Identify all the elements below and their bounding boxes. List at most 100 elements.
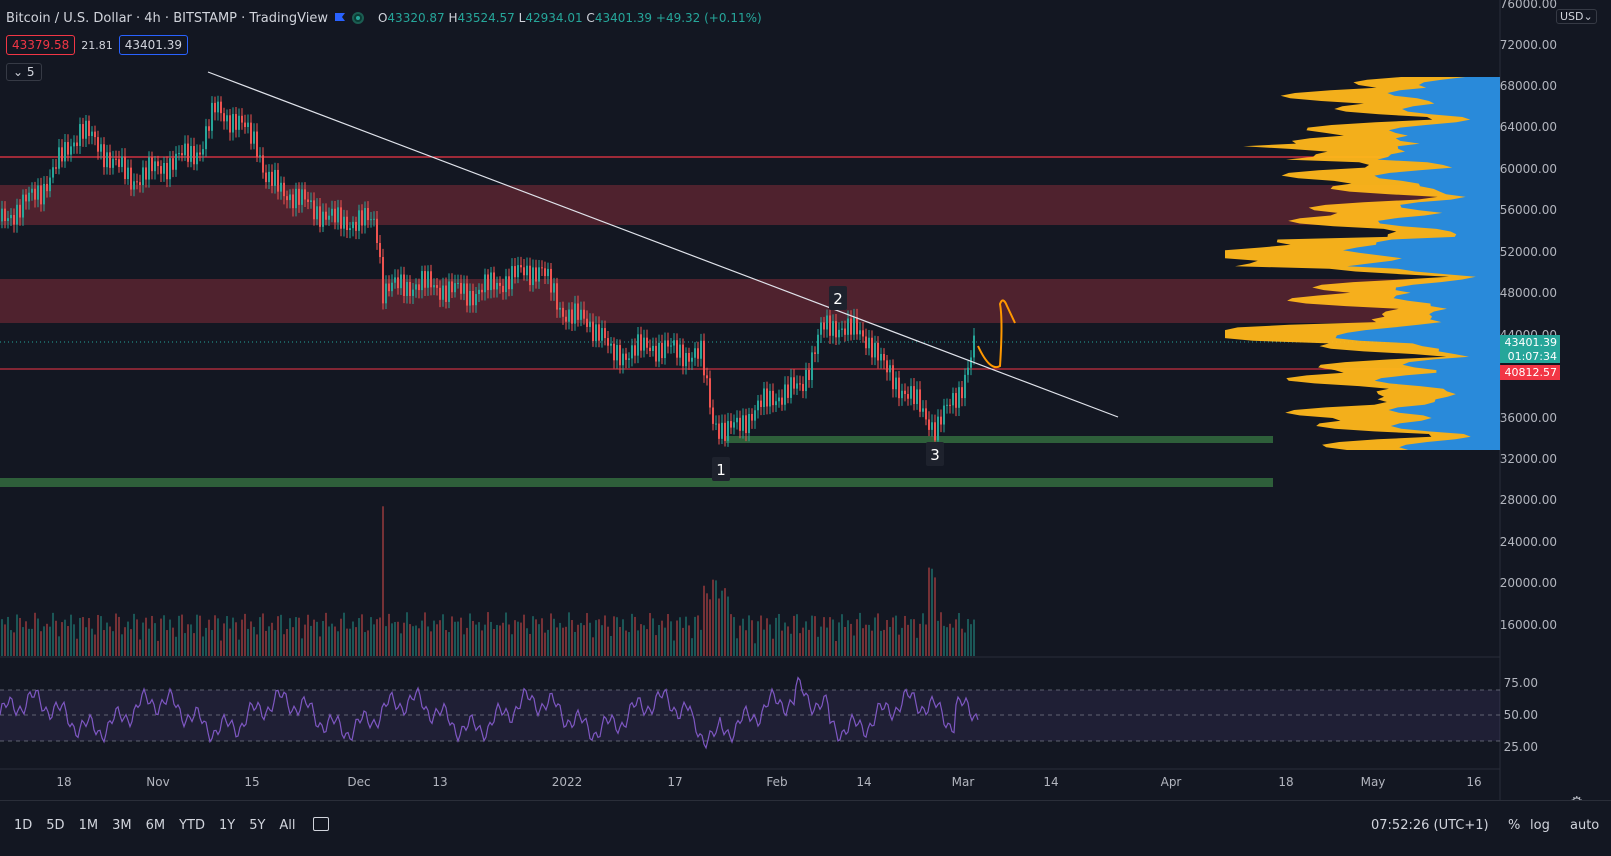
timeframe-button-5y[interactable]: 5Y	[249, 818, 266, 833]
candle	[172, 158, 174, 170]
projection-path[interactable]	[977, 299, 1016, 368]
currency-selector[interactable]: USD⌄	[1556, 9, 1597, 24]
volume-bar	[385, 626, 387, 656]
candle	[712, 407, 714, 424]
volume-bar	[670, 621, 672, 656]
timeframe-button-ytd[interactable]: YTD	[179, 818, 205, 833]
candle	[808, 369, 810, 381]
timeframe-button-5d[interactable]: 5D	[46, 818, 65, 833]
spread-value: 21.81	[81, 38, 113, 52]
candle	[787, 384, 789, 398]
candle	[694, 348, 696, 358]
current-price-badge	[1500, 335, 1560, 363]
time-axis-label: 15	[244, 775, 259, 789]
candle	[634, 345, 636, 356]
volume-bar	[190, 624, 192, 656]
volume-bar	[622, 619, 624, 656]
volume-bar	[802, 627, 804, 656]
candle	[961, 387, 963, 399]
volume-bar	[394, 621, 396, 656]
candle	[748, 413, 750, 434]
symbol-title[interactable]: Bitcoin / U.S. Dollar · 4h · BITSTAMP · …	[6, 10, 328, 26]
volume-bar	[376, 619, 378, 656]
volume-bar	[601, 625, 603, 656]
candle	[217, 101, 219, 113]
auto-toggle[interactable]: auto	[1570, 818, 1600, 833]
volume-bar	[34, 612, 36, 656]
countdown-label: 01:07:34	[1508, 350, 1557, 363]
candle	[538, 267, 540, 282]
candle	[586, 318, 588, 327]
candle	[628, 358, 630, 360]
candle	[175, 153, 177, 170]
candle	[94, 131, 96, 138]
candle	[211, 102, 213, 131]
volume-bar	[409, 624, 411, 656]
indicators-toggle-button[interactable]: ⌄ 5	[6, 63, 42, 81]
volume-bar	[661, 620, 663, 656]
timeframe-button-1d[interactable]: 1D	[14, 818, 33, 833]
candle	[205, 126, 207, 150]
volume-bar	[109, 626, 111, 656]
log-toggle[interactable]: log	[1530, 818, 1550, 833]
volume-bar	[274, 630, 276, 656]
candle	[169, 158, 171, 180]
timeframe-button-1y[interactable]: 1Y	[218, 818, 236, 833]
volume-bar	[556, 627, 558, 656]
volume-bar	[559, 622, 561, 656]
volume-bar	[142, 622, 144, 656]
timeframe-button-3m[interactable]: 3M	[112, 818, 132, 833]
volume-bar	[724, 588, 726, 656]
candle	[193, 146, 195, 165]
candle	[508, 276, 510, 290]
percent-toggle[interactable]: %	[1508, 818, 1521, 833]
volume-bar	[667, 614, 669, 656]
volume-bar	[544, 632, 546, 656]
market-status-icon[interactable]	[351, 12, 364, 24]
volume-bar	[613, 616, 615, 656]
candle	[43, 183, 45, 205]
candle	[166, 162, 168, 180]
candle	[700, 340, 702, 359]
flag-icon[interactable]	[334, 12, 346, 24]
volume-bar	[631, 613, 633, 656]
volume-bar	[886, 619, 888, 656]
volume-bar	[868, 624, 870, 656]
candle	[208, 126, 210, 131]
sell-price-button[interactable]: 43379.58	[6, 35, 76, 55]
timeframe-button-all[interactable]: All	[279, 818, 296, 833]
candle	[436, 285, 438, 288]
volume-bar	[745, 630, 747, 656]
volume-bar	[682, 627, 684, 656]
volume-bar	[469, 613, 471, 656]
candle	[100, 144, 102, 152]
volume-profile-buy	[1335, 77, 1500, 450]
rsi-band	[0, 690, 1500, 741]
candle	[967, 367, 969, 375]
chart-canvas[interactable]: 1 2 3 76000.00 72000.00 68000.00 64000.00 60000…	[0, 0, 1611, 800]
candle	[355, 221, 357, 231]
candle	[769, 390, 771, 407]
trend-line[interactable]	[207, 71, 1119, 418]
candle	[340, 207, 342, 229]
volume-bar	[952, 627, 954, 656]
clock-display[interactable]: 07:52:26 (UTC+1)	[1371, 818, 1489, 833]
candle	[859, 330, 861, 335]
volume-bar	[265, 630, 267, 656]
timeframe-button-6m[interactable]: 6M	[145, 818, 166, 833]
buy-price-button[interactable]: 43401.39	[118, 35, 189, 55]
candle	[139, 182, 141, 186]
time-axis-label: Feb	[766, 775, 787, 789]
date-range-icon[interactable]	[313, 817, 329, 831]
timeframe-button-1m[interactable]: 1M	[78, 818, 99, 833]
volume-bar	[889, 626, 891, 656]
candle	[133, 181, 135, 190]
volume-bar	[781, 630, 783, 656]
volume-bar	[76, 638, 78, 656]
time-axis-label: 14	[1043, 775, 1058, 789]
volume-bar	[499, 625, 501, 656]
time-axis-label: 13	[432, 775, 447, 789]
candle	[868, 337, 870, 349]
candle	[52, 167, 54, 178]
volume-bar	[538, 624, 540, 656]
